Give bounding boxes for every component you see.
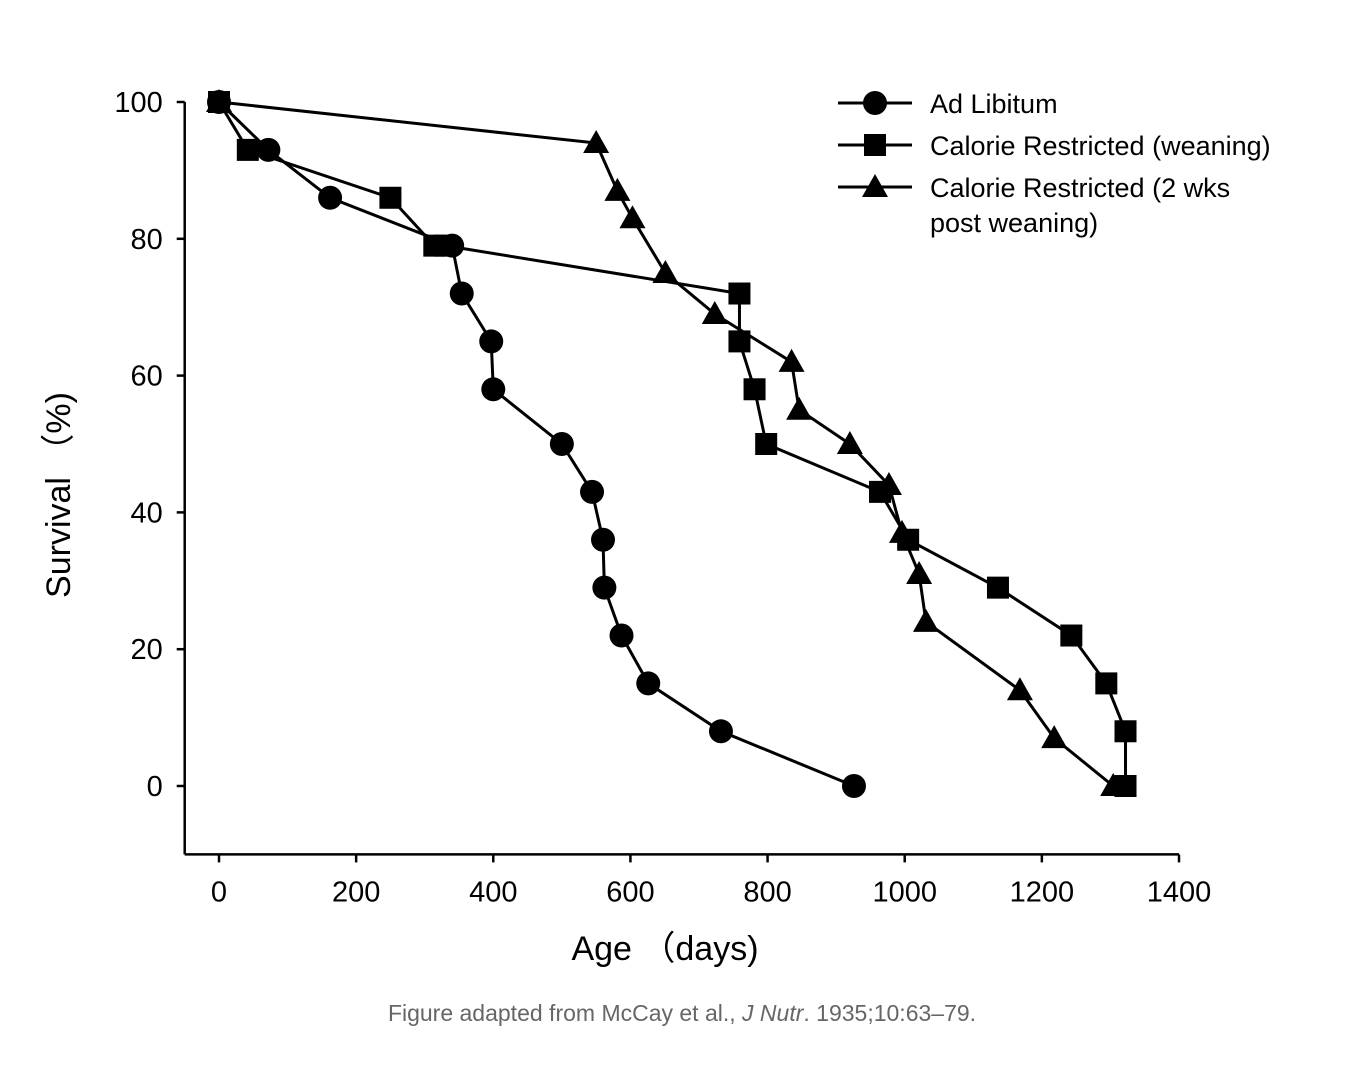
x-tick-label: 1000	[872, 876, 937, 908]
data-point-square	[755, 433, 778, 455]
caption-text: Figure adapted from McCay et al.,	[387, 1000, 743, 1026]
data-point-circle	[449, 281, 474, 306]
y-axis-label: Survival （%)	[40, 392, 78, 598]
series-line-square	[217, 101, 1128, 786]
data-point-square	[1114, 720, 1137, 743]
data-point-circle	[636, 671, 661, 696]
data-point-triangle	[912, 608, 939, 632]
data-point-triangle	[701, 301, 728, 325]
data-point-circle	[580, 479, 605, 504]
data-point-triangle	[583, 130, 610, 154]
y-tick-label: 60	[130, 361, 162, 393]
legend-marker-square	[864, 134, 886, 156]
legend-label: Calorie Restricted (weaning)	[930, 131, 1271, 161]
data-point-square	[1060, 624, 1083, 647]
legend-label: Ad Libitum	[930, 89, 1058, 119]
y-tick-label: 80	[130, 224, 162, 256]
data-point-circle	[479, 329, 504, 354]
data-point-square	[434, 234, 457, 257]
x-tick-label: 1200	[1010, 876, 1075, 908]
x-tick-label: 200	[332, 876, 380, 908]
data-point-triangle	[875, 472, 902, 496]
x-tick-label: 400	[469, 876, 517, 908]
data-point-circle	[609, 623, 634, 648]
legend-marker-circle	[863, 91, 887, 115]
figure-caption: Figure adapted from McCay et al., J Nutr…	[0, 1000, 1364, 1027]
data-point-circle	[549, 432, 574, 456]
legend-label: Calorie Restricted (2 wks	[930, 173, 1230, 203]
data-point-square	[728, 282, 751, 305]
caption-journal: J Nutr	[742, 1000, 804, 1026]
data-point-triangle	[786, 396, 813, 420]
caption-citation: . 1935;10:63–79.	[803, 1000, 977, 1026]
data-point-triangle	[778, 348, 805, 372]
x-tick-label: 800	[743, 876, 791, 908]
data-point-triangle	[619, 205, 646, 229]
data-point-square	[743, 378, 766, 401]
legend-marker-triangle	[862, 174, 888, 197]
data-point-square	[236, 138, 259, 161]
data-point-square	[379, 186, 402, 209]
data-point-square	[986, 576, 1009, 599]
data-point-square	[728, 330, 751, 353]
legend-label: post weaning)	[930, 208, 1098, 238]
data-point-circle	[591, 527, 615, 552]
data-point-circle	[318, 185, 343, 210]
data-point-circle	[708, 719, 733, 744]
data-point-triangle	[206, 89, 232, 112]
data-point-circle	[841, 774, 866, 798]
data-point-triangle	[604, 177, 631, 201]
x-tick-label: 1400	[1147, 876, 1212, 908]
data-point-triangle	[836, 431, 863, 454]
x-tick-label: 0	[211, 876, 227, 908]
data-point-triangle	[1100, 773, 1127, 796]
data-point-square	[1095, 672, 1118, 695]
x-axis-label: Age （days)	[571, 930, 758, 968]
y-tick-label: 20	[130, 634, 162, 666]
data-point-triangle	[888, 519, 915, 543]
data-point-triangle	[1006, 677, 1033, 701]
data-point-circle	[592, 575, 617, 600]
data-point-triangle	[1041, 725, 1068, 749]
data-point-triangle	[906, 560, 933, 584]
data-point-circle	[481, 377, 506, 402]
series-line-triangle	[218, 100, 1115, 788]
y-tick-label: 100	[114, 87, 162, 119]
x-tick-label: 600	[606, 876, 654, 908]
y-tick-label: 40	[130, 497, 162, 529]
data-point-triangle	[652, 260, 679, 283]
survival-chart: 0 200 400 600 800 1000 1200 1400 0 20 40 60 80 100 Age…	[40, 87, 1271, 968]
y-tick-label: 0	[147, 771, 163, 803]
